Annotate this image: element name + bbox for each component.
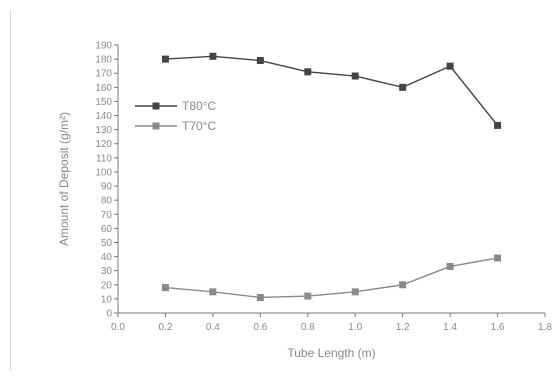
x-tick-label: 0.6 [253, 322, 267, 333]
y-tick-label: 130 [95, 125, 112, 136]
data-point [161, 284, 169, 292]
frame-border-line [10, 10, 11, 370]
y-tick-label: 90 [101, 182, 113, 193]
data-point [209, 52, 217, 60]
data-point [209, 288, 217, 296]
legend-label-1: T80°C [182, 99, 216, 113]
y-tick-label: 30 [101, 266, 113, 277]
y-tick-label: 140 [95, 111, 112, 122]
y-axis-ticks: 0 10 20 30 40 50 60 70 80 90 100 110 120 130 140 150 160… [95, 41, 118, 320]
x-tick-label: 0.8 [301, 322, 315, 333]
data-point [399, 281, 407, 289]
data-point [161, 55, 169, 63]
y-tick-label: 150 [95, 97, 112, 108]
data-point [494, 121, 502, 129]
x-axis-ticks: 0.0 0.2 0.4 0.6 0.8 1.0 1.2 1.4 1.6 1.8 [111, 313, 552, 333]
data-point [446, 62, 454, 70]
series-line-1 [165, 55, 499, 126]
data-point [446, 262, 454, 270]
x-tick-label: 0.2 [158, 322, 172, 333]
y-tick-label: 40 [101, 252, 113, 263]
y-tick-label: 50 [101, 238, 113, 249]
y-tick-label: 190 [95, 41, 112, 52]
y-tick-label: 70 [101, 210, 113, 221]
y-tick-label: 20 [101, 280, 113, 291]
y-axis-title: Amount of Deposit (g/m²) [57, 112, 71, 246]
y-tick-label: 110 [96, 153, 112, 164]
legend-marker-1 [152, 102, 160, 110]
x-tick-label: 1.4 [443, 322, 457, 333]
y-tick-label: 80 [101, 196, 113, 207]
series-line-2 [165, 257, 498, 299]
data-point [399, 83, 407, 91]
series-layer [161, 52, 502, 301]
x-tick-label: 1.0 [348, 322, 362, 333]
data-point [304, 292, 312, 300]
data-point [351, 288, 359, 296]
axes [117, 45, 545, 314]
x-tick-label: 1.2 [396, 322, 410, 333]
legend-marker-2 [152, 122, 160, 130]
data-point [256, 293, 264, 301]
y-tick-label: 170 [95, 69, 112, 80]
y-tick-label: 10 [101, 294, 113, 305]
data-point [304, 68, 312, 76]
y-tick-label: 120 [95, 139, 112, 150]
y-tick-label: 160 [95, 83, 112, 94]
x-tick-label: 0.4 [206, 322, 220, 333]
x-tick-label: 1.8 [538, 322, 552, 333]
data-point [256, 57, 264, 65]
y-tick-label: 180 [95, 55, 112, 66]
data-point [494, 254, 502, 262]
x-tick-label: 1.6 [491, 322, 505, 333]
x-tick-label: 0.0 [111, 322, 125, 333]
data-point [351, 72, 359, 80]
y-tick-label: 0 [106, 309, 112, 320]
y-tick-label: 100 [95, 167, 112, 178]
x-axis-title: Tube Length (m) [287, 346, 375, 360]
legend-label-2: T70°C [182, 119, 216, 133]
legend: T80°C T70°C [135, 99, 216, 133]
y-tick-label: 60 [101, 224, 113, 235]
